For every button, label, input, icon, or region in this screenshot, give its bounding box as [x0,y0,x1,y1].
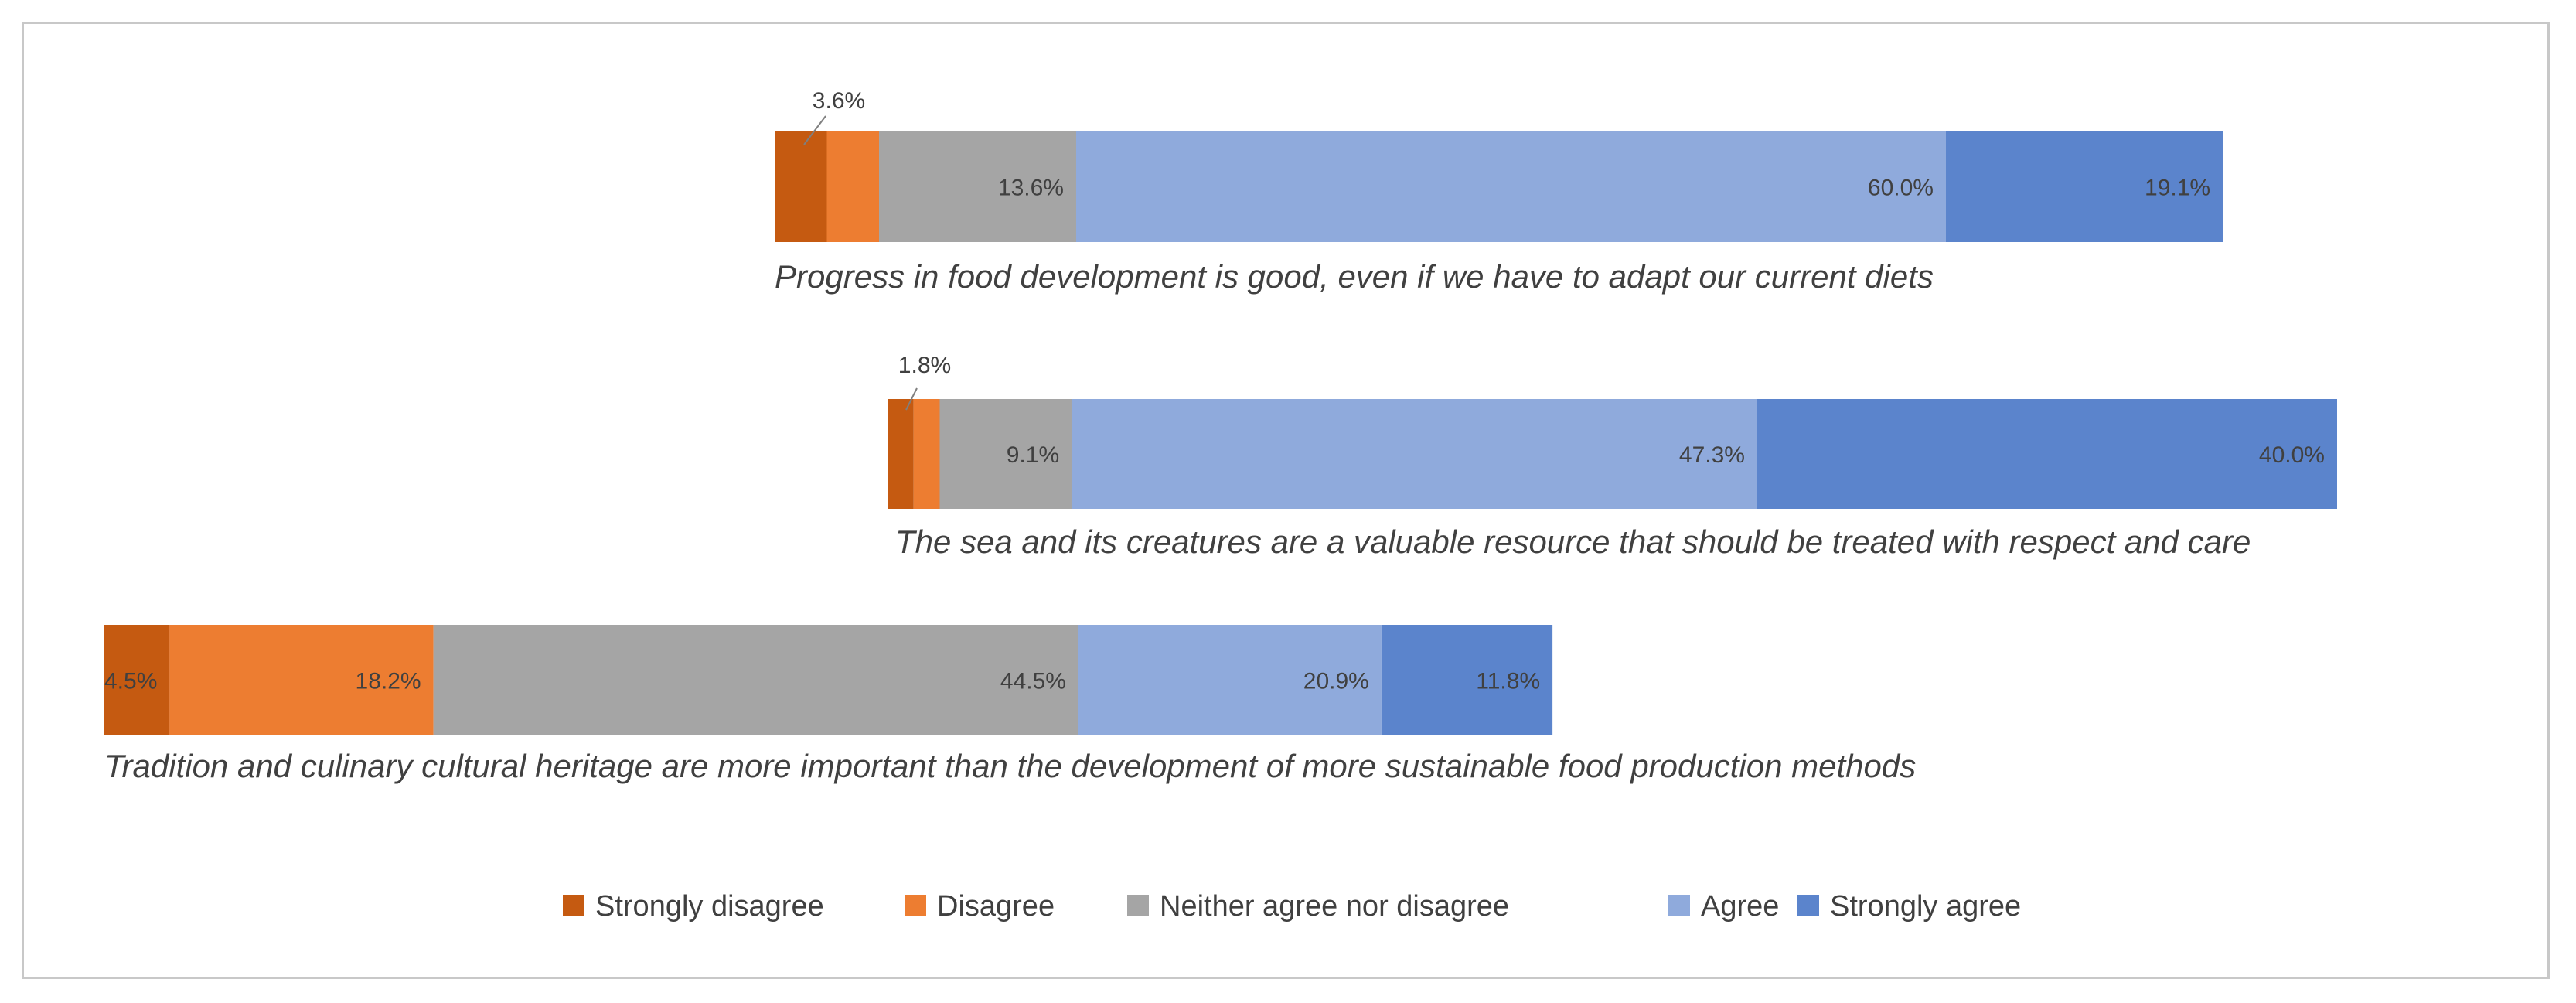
leader-line [803,115,826,145]
data-label: 20.9% [1303,669,1369,694]
statement-label: Progress in food development is good, ev… [775,258,1934,295]
data-label: 4.5% [104,669,157,694]
legend-swatch [1797,895,1819,916]
data-label: 19.1% [2145,176,2210,201]
bar-segment [888,399,914,509]
bars-layer: 13.6% 60.0% 19.1% 3.6% Progress in food deve… [104,88,2337,784]
legend-label: Disagree [937,890,1055,923]
legend-swatch [905,895,926,916]
bar-segment [1757,399,2337,509]
bar-segment [433,625,1078,735]
legend-swatch [1127,895,1149,916]
bar-group-2: 9.1% 47.3% 40.0% 1.8% The sea and its creatu… [888,353,2337,560]
data-label: 47.3% [1679,442,1745,468]
bar-segment [169,625,434,735]
bar-group-1: 13.6% 60.0% 19.1% 3.6% Progress in food deve… [775,88,2223,295]
bar-segment [879,131,1076,242]
legend-label: Agree [1701,890,1779,923]
legend-label: Strongly disagree [595,890,824,923]
statement-label: Tradition and culinary cultural heritage… [104,748,1916,784]
statement-label: The sea and its creatures are a valuable… [895,524,2251,560]
bar-segment [104,625,170,735]
legend-label: Neither agree nor disagree [1160,890,1509,923]
legend-swatch [563,895,584,916]
data-label: 40.0% [2259,442,2325,468]
legend-item: Disagree [905,890,1055,923]
data-label: 60.0% [1868,176,1934,201]
data-label: 9.1% [1007,442,1059,468]
bar-segment [826,131,879,242]
bar-segment [775,131,827,242]
data-label: 44.5% [1000,669,1066,694]
bar-segment [1072,399,1757,509]
legend-label: Strongly agree [1830,890,2021,923]
disagree-3-6-label: 3.6% [813,88,865,114]
bar-segment [1946,131,2223,242]
bar-segment [1078,625,1382,735]
legend-item: Agree [1668,890,1779,923]
legend-item: Neither agree nor disagree [1127,890,1509,923]
legend-item: Strongly disagree [563,890,824,923]
bar-segment [1381,625,1553,735]
bar-segment [913,399,940,509]
legend-swatch [1668,895,1690,916]
data-label: 11.8% [1476,669,1540,694]
leader-line [905,387,918,411]
bar-segment [939,399,1072,509]
disagree-1-8-label: 1.8% [898,353,951,378]
bar-segment [1076,131,1946,242]
legend-item: Strongly agree [1797,890,2021,923]
data-label: 18.2% [356,669,421,694]
data-label: 13.6% [998,176,1064,201]
legend: Strongly disagree Disagree Neither agree n… [563,890,2021,923]
bar-group-3: 4.5% 18.2% 44.5% 20.9% 11.8% Tradition and cu… [104,625,1916,784]
